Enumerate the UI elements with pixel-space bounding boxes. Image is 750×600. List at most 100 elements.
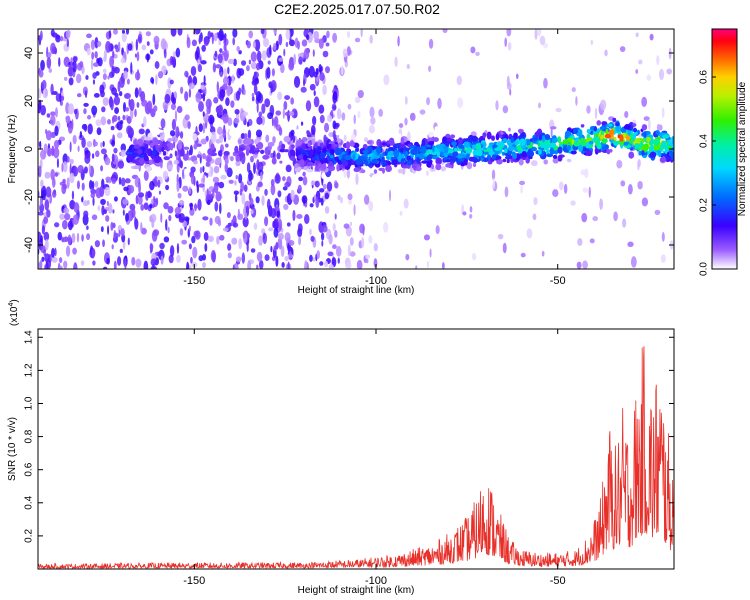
spectrogram-pixel xyxy=(641,150,645,156)
spectrogram-pixel xyxy=(177,139,183,151)
spectrogram-pixel xyxy=(313,90,316,97)
spectrogram-pixel xyxy=(154,61,160,69)
spectrogram-pixel xyxy=(117,160,125,169)
spectrogram-pixel xyxy=(199,88,203,94)
spectrogram-pixel xyxy=(497,233,504,240)
spectrogram-pixel xyxy=(306,131,311,136)
spectrogram-pixel xyxy=(222,113,229,124)
spectrogram-pixel xyxy=(188,149,191,156)
spectrogram-pixel xyxy=(66,177,70,189)
spectrogram-pixel xyxy=(52,90,58,96)
spectrogram-pixel xyxy=(353,167,361,173)
spectrogram-pixel xyxy=(273,150,276,160)
spectrogram-pixel xyxy=(196,46,200,59)
spectrogram-pixel xyxy=(102,68,107,74)
spectrogram-pixel xyxy=(507,145,515,152)
spectrogram-pixel xyxy=(414,163,419,167)
spectrogram-pixel xyxy=(60,95,65,102)
spectrogram-pixel xyxy=(557,154,563,162)
spectrogram-pixel xyxy=(191,39,197,47)
spectrogram-pixel xyxy=(531,120,537,126)
spectrogram-pixel xyxy=(641,124,648,131)
spectrogram-pixel xyxy=(140,227,147,235)
spectrogram-pixel xyxy=(601,121,608,126)
spectrogram-pixel xyxy=(253,83,258,96)
spectrogram-pixel xyxy=(66,38,70,48)
spectrogram-pixel xyxy=(235,155,241,162)
spectrogram-pixel xyxy=(43,216,49,225)
spectrogram-pixel xyxy=(247,260,252,269)
spectrogram-pixel xyxy=(232,29,238,38)
spectrogram-pixel xyxy=(507,41,512,51)
spectrogram-panel: -150 -100 -50 -40 -20 0 20 40 Height of straig… xyxy=(7,28,675,296)
spectrogram-pixel xyxy=(276,152,281,160)
spectrogram-pixel xyxy=(419,109,426,115)
spectrogram-pixel xyxy=(661,140,667,147)
spectrogram-pixel xyxy=(332,244,337,250)
spectrogram-pixel xyxy=(238,50,242,55)
spectrogram-pixel xyxy=(223,150,230,156)
spectrogram-y-axis: -40 -20 0 20 40 xyxy=(23,47,674,253)
spectrogram-pixel xyxy=(334,229,338,238)
spectrogram-pixel xyxy=(558,181,564,191)
spectrogram-pixel xyxy=(549,142,557,148)
spectrogram-pixel xyxy=(613,136,617,141)
spectrogram-pixel xyxy=(100,116,107,126)
spectrogram-pixel xyxy=(113,196,118,202)
spectrogram-pixel xyxy=(283,135,291,143)
spectrogram-pixel xyxy=(103,209,108,215)
spectrogram-pixel xyxy=(178,217,185,223)
spectrogram-pixel xyxy=(653,138,660,146)
spectrogram-pixel xyxy=(241,252,245,264)
spectrogram-pixel xyxy=(198,123,203,132)
spectrogram-pixel xyxy=(406,155,412,161)
spectrogram-pixel xyxy=(91,214,98,221)
spectrogram-pixel xyxy=(191,235,196,244)
spectrogram-pixel xyxy=(242,216,249,228)
spectrogram-pixel xyxy=(176,254,181,263)
spectrogram-pixel xyxy=(203,231,209,241)
spectrogram-pixel xyxy=(143,260,149,269)
spectrogram-pixel xyxy=(243,133,248,140)
spectrogram-pixel xyxy=(113,95,121,106)
spectrogram-pixel xyxy=(406,158,413,166)
spectrogram-pixel xyxy=(71,232,76,243)
spectrogram-pixel xyxy=(193,204,198,209)
spectrogram-pixel xyxy=(106,257,110,265)
spectrogram-pixel xyxy=(315,196,320,209)
spectrogram-pixel xyxy=(60,35,64,42)
spectrogram-pixel xyxy=(150,258,157,267)
spectrogram-pixel xyxy=(90,39,95,51)
colorbar-gradient xyxy=(711,28,738,270)
spectrogram-pixel xyxy=(646,136,651,143)
spectrogram-pixel xyxy=(405,253,410,261)
spectrogram-pixel xyxy=(313,71,318,78)
spectrogram-pixel xyxy=(519,138,526,146)
spectrogram-pixel xyxy=(59,92,62,103)
spectrogram-pixel xyxy=(233,58,237,67)
spectrogram-pixel xyxy=(442,29,448,34)
spectrogram-pixel xyxy=(163,156,171,161)
spectrogram-pixel xyxy=(251,92,255,97)
spectrogram-pixel xyxy=(153,137,158,145)
spectrogram-pixel xyxy=(39,140,42,150)
spectrogram-pixel xyxy=(227,243,232,251)
spectrogram-pixel xyxy=(92,72,97,79)
spectrogram-pixel xyxy=(173,159,180,165)
spectrogram-pixel xyxy=(134,216,137,228)
spectrogram-pixel xyxy=(518,158,524,166)
spectrogram-pixel xyxy=(491,154,497,160)
spectrogram-pixel xyxy=(278,127,283,136)
spectrogram-pixel xyxy=(86,47,91,56)
spectrogram-pixel xyxy=(73,262,78,269)
spectrogram-pixel xyxy=(120,149,126,157)
spectrogram-pixel xyxy=(113,147,118,154)
spectrogram-pixel xyxy=(76,180,81,190)
spectrogram-pixel xyxy=(100,148,107,155)
spectrogram-pixel xyxy=(38,165,42,177)
spectrogram-pixel xyxy=(152,263,155,269)
spectrogram-pixel xyxy=(215,157,222,164)
spectrogram-pixel xyxy=(303,48,310,60)
spectrogram-pixel xyxy=(285,29,291,40)
spectrogram-pixel xyxy=(494,147,501,151)
